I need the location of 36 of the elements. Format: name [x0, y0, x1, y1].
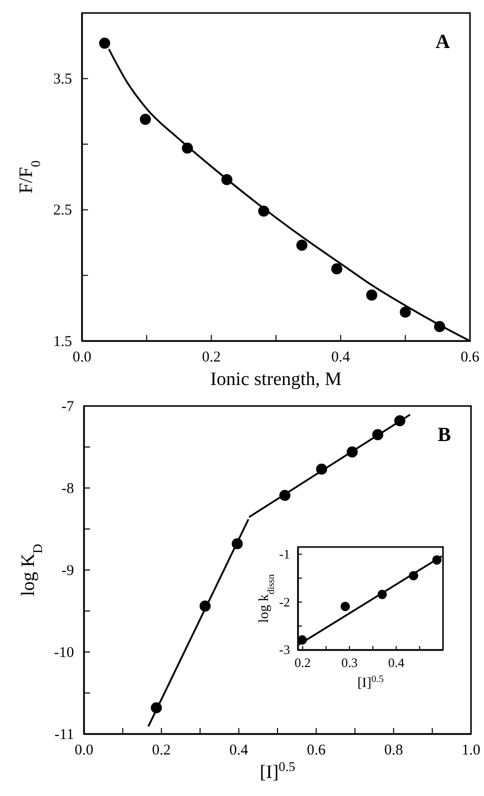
y-tick-label: -11 — [54, 726, 74, 743]
x-tick-label: 0.2 — [202, 350, 221, 366]
y-tick-label: -7 — [62, 398, 74, 415]
point — [366, 290, 378, 301]
y-tick-label: -2 — [279, 594, 290, 610]
point — [340, 602, 350, 612]
x-tick-label: 0.4 — [229, 742, 249, 759]
x-tick-label: 0.2 — [152, 742, 171, 759]
annotation: A — [436, 31, 451, 53]
x-axis-title: Ionic strength, M — [210, 369, 342, 390]
x-tick-label: 0.4 — [331, 350, 351, 366]
point — [296, 240, 308, 251]
x-axis-title: [I]$^{0.5}$ — [357, 674, 384, 691]
y-tick-label: -3 — [279, 642, 290, 658]
y-tick-label: -1 — [279, 546, 290, 562]
y-tick-label: 3.5 — [53, 71, 72, 88]
point — [331, 263, 342, 274]
x-axis-title: [I]$^{0.5}$ — [260, 758, 296, 783]
annotation: B — [438, 424, 451, 446]
y-tick-label: -10 — [54, 644, 74, 661]
x-tick-label: 0.4 — [388, 655, 405, 670]
x-tick-label: 0.0 — [72, 350, 92, 366]
y-tick-label: 2.5 — [53, 202, 72, 219]
x-tick-label: 0.6 — [306, 742, 326, 759]
x-tick-label: 0.0 — [74, 742, 94, 759]
x-tick-label: 0.3 — [341, 655, 358, 670]
x-tick-label: 0.2 — [294, 655, 311, 670]
x-tick-label: 1.0 — [462, 742, 480, 759]
y-tick-label: -9 — [62, 562, 74, 579]
x-tick-label: 0.8 — [384, 742, 403, 759]
y-tick-label: 1.5 — [53, 334, 72, 350]
point — [400, 306, 411, 318]
x-tick-label: 0.6 — [460, 350, 480, 366]
point — [140, 114, 151, 125]
point — [99, 38, 110, 49]
y-tick-label: -8 — [62, 480, 74, 497]
